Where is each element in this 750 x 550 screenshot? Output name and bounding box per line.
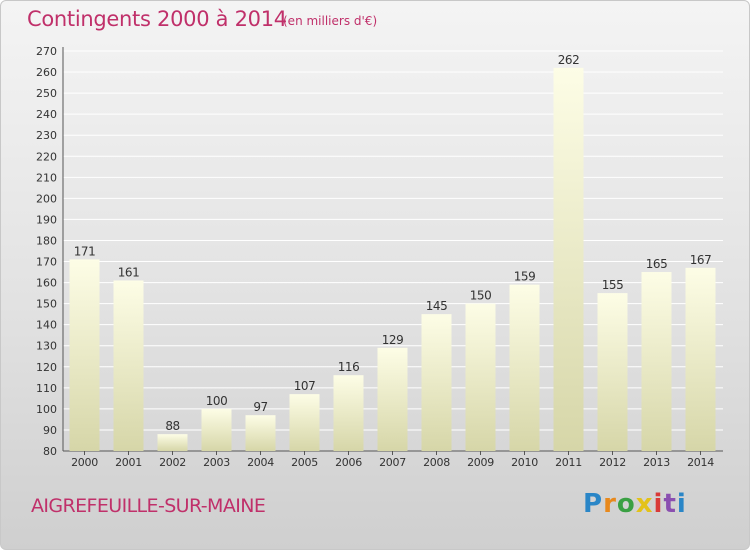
x-tick-label: 2001 bbox=[115, 456, 142, 469]
bar-2011 bbox=[553, 67, 584, 451]
y-tick-label: 210 bbox=[36, 171, 57, 184]
y-tick-label: 190 bbox=[36, 213, 57, 226]
x-tick-label: 2003 bbox=[203, 456, 230, 469]
logo-letter: t bbox=[663, 489, 677, 519]
x-tick-label: 2010 bbox=[511, 456, 538, 469]
x-tick-label: 2009 bbox=[467, 456, 494, 469]
data-label: 150 bbox=[470, 289, 491, 303]
y-tick-label: 240 bbox=[36, 108, 57, 121]
logo-letter: i bbox=[653, 489, 664, 519]
data-label: 116 bbox=[338, 360, 359, 374]
bar-2003 bbox=[201, 408, 232, 451]
data-label: 262 bbox=[558, 53, 579, 67]
y-tick-label: 150 bbox=[36, 298, 57, 311]
data-label: 88 bbox=[165, 419, 179, 433]
y-tick-label: 100 bbox=[36, 403, 57, 416]
y-tick-label: 130 bbox=[36, 340, 57, 353]
data-label: 129 bbox=[382, 333, 403, 347]
y-tick-label: 120 bbox=[36, 361, 57, 374]
data-label: 159 bbox=[514, 270, 535, 284]
y-tick-label: 250 bbox=[36, 87, 57, 100]
x-tick-label: 2008 bbox=[423, 456, 450, 469]
bar-2010 bbox=[509, 284, 540, 451]
data-label: 165 bbox=[646, 257, 667, 271]
data-label: 171 bbox=[74, 244, 95, 258]
bar-2005 bbox=[289, 394, 320, 451]
y-tick-label: 80 bbox=[43, 445, 57, 458]
chart-title: Contingents 2000 à 2014 bbox=[27, 7, 287, 31]
data-label: 100 bbox=[206, 394, 227, 408]
y-tick-label: 110 bbox=[36, 382, 57, 395]
x-tick-label: 2002 bbox=[159, 456, 186, 469]
y-tick-label: 220 bbox=[36, 150, 57, 163]
bar-2002 bbox=[157, 434, 188, 451]
bar-2006 bbox=[333, 375, 364, 451]
bar-2013 bbox=[641, 272, 672, 451]
town-name: AIGREFEUILLE-SUR-MAINE bbox=[31, 495, 266, 517]
x-tick-label: 2005 bbox=[291, 456, 318, 469]
bar-2008 bbox=[421, 314, 452, 451]
x-tick-label: 2013 bbox=[643, 456, 670, 469]
y-tick-label: 170 bbox=[36, 256, 57, 269]
logo-letter: P bbox=[583, 489, 604, 519]
chart-subtitle: (en milliers d'€) bbox=[283, 14, 378, 28]
bars bbox=[69, 67, 716, 451]
data-label: 97 bbox=[253, 400, 267, 414]
x-tick-label: 2000 bbox=[71, 456, 98, 469]
data-label: 107 bbox=[294, 379, 315, 393]
logo-letter: r bbox=[603, 489, 617, 519]
bar-2007 bbox=[377, 347, 408, 451]
data-label: 161 bbox=[118, 265, 139, 279]
bar-2009 bbox=[465, 303, 496, 451]
bar-2014 bbox=[685, 267, 716, 451]
x-tick-label: 2014 bbox=[687, 456, 714, 469]
x-tick-label: 2004 bbox=[247, 456, 274, 469]
data-label: 155 bbox=[602, 278, 623, 292]
y-tick-label: 140 bbox=[36, 319, 57, 332]
x-tick-label: 2007 bbox=[379, 456, 406, 469]
x-tick-label: 2011 bbox=[555, 456, 582, 469]
y-tick-label: 90 bbox=[43, 424, 57, 437]
y-tick-label: 180 bbox=[36, 234, 57, 247]
logo-letter: x bbox=[635, 489, 654, 519]
y-tick-label: 270 bbox=[36, 45, 57, 58]
y-tick-label: 160 bbox=[36, 277, 57, 290]
data-label: 167 bbox=[690, 253, 711, 267]
bar-2001 bbox=[113, 280, 144, 451]
bar-2004 bbox=[245, 415, 276, 451]
data-labels: 171 161 88 100 97 107 116 129 145 150 159 262 155 165… bbox=[74, 53, 712, 433]
logo-letter: i bbox=[676, 489, 687, 519]
x-tick-label: 2006 bbox=[335, 456, 362, 469]
proxiti-logo[interactable]: Proxiti bbox=[583, 489, 687, 519]
y-tick-label: 230 bbox=[36, 129, 57, 142]
x-tick-label: 2012 bbox=[599, 456, 626, 469]
bar-2012 bbox=[597, 293, 628, 451]
bar-2000 bbox=[69, 259, 100, 451]
data-label: 145 bbox=[426, 299, 447, 313]
logo-letter: o bbox=[616, 489, 636, 519]
y-tick-label: 200 bbox=[36, 192, 57, 205]
y-tick-label: 260 bbox=[36, 66, 57, 79]
axes: 8090100110120130140150160170180190200210… bbox=[36, 45, 723, 469]
